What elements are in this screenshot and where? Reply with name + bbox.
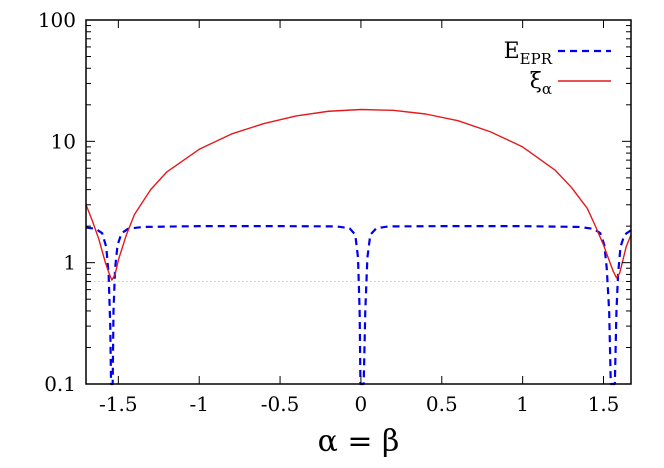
x-axis: -1.5 -1 -0.5 0 0.5 1 1.5: [99, 20, 619, 416]
x-tick-label: 0: [355, 392, 368, 416]
x-axis-label: α = β: [318, 424, 400, 459]
series-line-0: [85, 225, 632, 386]
x-tick-label: 1.5: [588, 392, 620, 416]
x-tick-label: -1.5: [99, 392, 138, 416]
series-layer: [85, 108, 632, 386]
x-tick-label: -0.5: [261, 392, 300, 416]
x-tick-label: -1: [189, 392, 208, 416]
x-tick-label: 0.5: [426, 392, 458, 416]
y-tick-label: 10: [51, 129, 76, 153]
legend-label-0: EEPR: [504, 39, 553, 68]
y-tick-label: 100: [38, 8, 76, 32]
legend-label-1: ξα: [530, 69, 552, 98]
y-axis: 0.1 1 10 100: [38, 8, 631, 396]
x-tick-label: 1: [516, 392, 529, 416]
y-tick-label: 1: [63, 251, 76, 275]
y-tick-label: 0.1: [44, 372, 76, 396]
plot-frame: [85, 19, 632, 385]
series-line-1: [85, 108, 632, 281]
